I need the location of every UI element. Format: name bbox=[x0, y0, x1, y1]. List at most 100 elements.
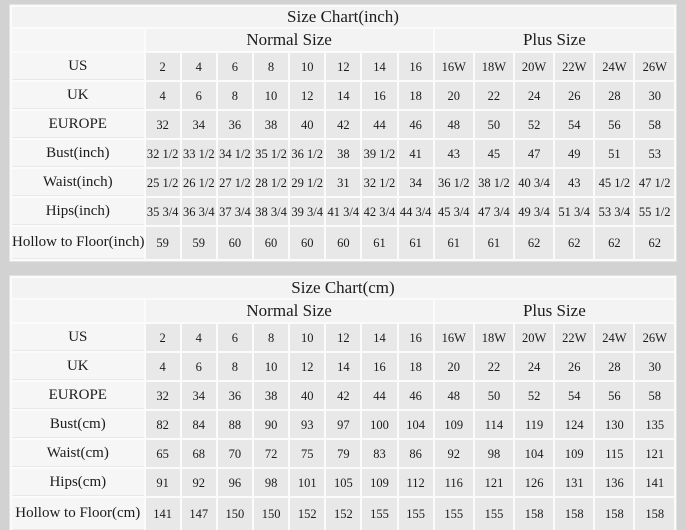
size-cell: 22W bbox=[555, 53, 594, 80]
size-chart-cm-table: Size Chart(cm) Normal Size Plus Size US 2 4 6 8… bbox=[9, 275, 677, 530]
size-cell: 93 bbox=[290, 411, 325, 438]
table-row: EUROPE 32 34 36 38 40 42 44 46 48 50 52 54 56 58 bbox=[12, 111, 674, 138]
row-label: US bbox=[12, 53, 144, 80]
size-cell: 126 bbox=[515, 469, 554, 496]
table-row: EUROPE 32 34 36 38 40 42 44 46 48 50 52 54 56 58 bbox=[12, 382, 674, 409]
size-cell: 155 bbox=[398, 498, 433, 530]
size-cell: 20 bbox=[434, 82, 473, 109]
size-cell: 10 bbox=[254, 353, 289, 380]
size-cell: 50 bbox=[474, 111, 513, 138]
size-cell: 121 bbox=[474, 469, 514, 496]
size-cell: 42 bbox=[326, 111, 361, 138]
row-label: UK bbox=[12, 353, 144, 380]
size-cell: 79 bbox=[326, 440, 361, 467]
size-cell: 24 bbox=[515, 82, 554, 109]
size-cell: 8 bbox=[217, 353, 252, 380]
size-cell: 45 3/4 bbox=[434, 198, 473, 225]
column-group-row: Normal Size Plus Size bbox=[12, 300, 674, 322]
size-cell: 40 bbox=[290, 382, 325, 409]
size-cell: 72 bbox=[254, 440, 289, 467]
size-cell: 92 bbox=[181, 469, 216, 496]
size-cell: 16W bbox=[434, 324, 473, 351]
column-group-normal-size: Normal Size bbox=[145, 300, 433, 322]
size-cell: 51 bbox=[595, 140, 634, 167]
size-cell: 24 bbox=[515, 353, 554, 380]
size-cell: 4 bbox=[181, 53, 216, 80]
corner-cell bbox=[12, 29, 144, 51]
size-cell: 27 1/2 bbox=[217, 169, 252, 196]
size-cell: 46 bbox=[398, 111, 433, 138]
size-cell: 114 bbox=[474, 411, 514, 438]
size-cell: 12 bbox=[326, 324, 361, 351]
size-cell: 28 bbox=[595, 82, 634, 109]
size-cell: 53 bbox=[635, 140, 674, 167]
size-cell: 82 bbox=[145, 411, 180, 438]
size-cell: 8 bbox=[253, 53, 289, 80]
column-group-plus-size: Plus Size bbox=[434, 29, 674, 51]
size-cell: 150 bbox=[217, 498, 252, 530]
size-cell: 65 bbox=[145, 440, 180, 467]
size-cell: 6 bbox=[217, 324, 252, 351]
size-cell: 6 bbox=[217, 53, 252, 80]
size-cell: 2 bbox=[145, 324, 180, 351]
size-cell: 44 bbox=[362, 382, 397, 409]
size-cell: 150 bbox=[254, 498, 289, 530]
size-cell: 12 bbox=[326, 53, 361, 80]
size-cell: 158 bbox=[595, 498, 634, 530]
row-label: Hips(inch) bbox=[12, 198, 144, 225]
size-cell: 109 bbox=[434, 411, 473, 438]
size-cell: 55 1/2 bbox=[635, 198, 674, 225]
size-cell: 8 bbox=[217, 82, 252, 109]
size-cell: 26 bbox=[555, 82, 594, 109]
size-cell: 49 bbox=[555, 140, 594, 167]
size-cell: 88 bbox=[217, 411, 252, 438]
size-cell: 109 bbox=[555, 440, 594, 467]
size-cell: 28 bbox=[595, 353, 634, 380]
size-cell: 32 1/2 bbox=[362, 169, 397, 196]
size-cell: 12 bbox=[290, 353, 325, 380]
size-cell: 20 bbox=[434, 353, 473, 380]
size-cell: 38 1/2 bbox=[474, 169, 513, 196]
size-cell: 158 bbox=[555, 498, 594, 530]
size-cell: 14 bbox=[326, 353, 361, 380]
size-cell: 60 bbox=[290, 227, 325, 259]
size-cell: 10 bbox=[253, 82, 289, 109]
size-cell: 136 bbox=[595, 469, 634, 496]
size-cell: 53 3/4 bbox=[595, 198, 634, 225]
size-cell: 90 bbox=[254, 411, 289, 438]
size-cell: 49 3/4 bbox=[515, 198, 554, 225]
size-cell: 141 bbox=[635, 469, 674, 496]
size-cell: 98 bbox=[474, 440, 514, 467]
size-cell: 158 bbox=[635, 498, 674, 530]
size-cell: 84 bbox=[181, 411, 216, 438]
row-label: Hollow to Floor(cm) bbox=[12, 498, 144, 530]
size-cell: 60 bbox=[326, 227, 361, 259]
size-cell: 18W bbox=[474, 53, 513, 80]
size-cell: 2 bbox=[145, 53, 180, 80]
size-cell: 14 bbox=[326, 82, 361, 109]
size-cell: 32 bbox=[145, 382, 180, 409]
size-cell: 34 1/2 bbox=[217, 140, 252, 167]
size-cell: 47 bbox=[515, 140, 554, 167]
size-cell: 105 bbox=[326, 469, 361, 496]
size-cell: 36 bbox=[217, 382, 252, 409]
table-row: Bust(inch) 32 1/2 33 1/2 34 1/2 35 1/2 36 1/2… bbox=[12, 140, 674, 167]
size-cell: 112 bbox=[398, 469, 433, 496]
size-cell: 115 bbox=[595, 440, 634, 467]
size-cell: 36 bbox=[217, 111, 252, 138]
size-cell: 97 bbox=[326, 411, 361, 438]
size-cell: 52 bbox=[515, 111, 554, 138]
size-cell: 56 bbox=[595, 382, 634, 409]
size-cell: 44 3/4 bbox=[398, 198, 433, 225]
size-cell: 52 bbox=[515, 382, 554, 409]
row-label: EUROPE bbox=[12, 111, 144, 138]
size-cell: 40 bbox=[290, 111, 325, 138]
row-label: Waist(inch) bbox=[12, 169, 144, 196]
size-cell: 70 bbox=[217, 440, 252, 467]
size-cell: 36 3/4 bbox=[181, 198, 216, 225]
row-label: Hips(cm) bbox=[12, 469, 144, 496]
table-title-row: Size Chart(cm) bbox=[12, 278, 674, 298]
column-group-row: Normal Size Plus Size bbox=[12, 29, 674, 51]
size-cell: 43 bbox=[555, 169, 594, 196]
size-cell: 152 bbox=[326, 498, 361, 530]
